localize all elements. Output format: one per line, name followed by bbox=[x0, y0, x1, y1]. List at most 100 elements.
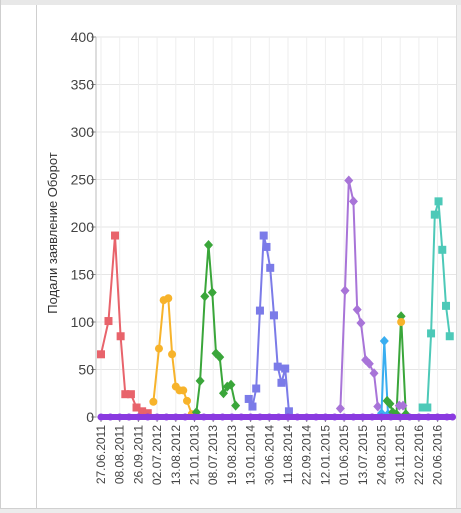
data-point bbox=[293, 413, 301, 421]
data-point bbox=[218, 388, 228, 399]
data-point bbox=[445, 332, 454, 341]
data-point bbox=[195, 375, 205, 386]
window-left-edge bbox=[0, 0, 1, 513]
data-point bbox=[269, 311, 278, 320]
right-edge-scrollbar[interactable] bbox=[456, 5, 461, 508]
y-tick-label: 150 bbox=[71, 267, 95, 283]
data-point bbox=[277, 378, 286, 387]
data-point bbox=[442, 301, 451, 310]
x-tick-label: 22.02.2016 bbox=[412, 425, 426, 485]
data-point bbox=[132, 403, 141, 412]
x-tick-label: 22.09.2014 bbox=[300, 425, 314, 485]
data-point bbox=[153, 413, 161, 421]
data-point bbox=[97, 350, 105, 359]
data-point bbox=[134, 413, 142, 421]
data-point bbox=[369, 368, 379, 379]
data-point bbox=[284, 413, 292, 421]
data-point bbox=[275, 413, 283, 421]
data-point bbox=[340, 285, 350, 296]
data-point bbox=[331, 413, 339, 421]
data-point bbox=[443, 413, 451, 421]
series-12 bbox=[97, 413, 457, 421]
data-point bbox=[281, 364, 290, 373]
data-point bbox=[215, 352, 225, 363]
x-tick-label: 19.08.2013 bbox=[225, 425, 239, 485]
x-tick-label: 12.01.2015 bbox=[318, 425, 332, 485]
data-point bbox=[154, 344, 163, 353]
data-point bbox=[262, 242, 271, 251]
data-point bbox=[265, 413, 273, 421]
axes bbox=[91, 36, 456, 422]
series-10 bbox=[394, 400, 408, 411]
data-point bbox=[398, 400, 408, 411]
data-point bbox=[191, 413, 198, 421]
data-point bbox=[396, 413, 404, 421]
data-point bbox=[373, 401, 383, 412]
series-2 bbox=[149, 294, 196, 419]
data-point bbox=[226, 379, 236, 390]
data-point bbox=[438, 245, 447, 254]
data-point bbox=[138, 407, 147, 416]
data-point bbox=[183, 396, 192, 405]
data-point bbox=[162, 413, 170, 421]
data-point bbox=[200, 413, 208, 421]
data-point bbox=[449, 413, 457, 421]
x-tick-label: 13.08.2012 bbox=[169, 425, 183, 485]
data-point bbox=[247, 413, 255, 421]
x-tick-label: 20.06.2016 bbox=[431, 425, 445, 485]
x-tick-label: 30.06.2014 bbox=[262, 425, 276, 485]
data-point bbox=[344, 175, 354, 186]
data-point bbox=[312, 413, 320, 421]
y-tick-label: 300 bbox=[71, 124, 95, 140]
x-tick-label: 02.07.2012 bbox=[150, 425, 164, 485]
x-tick-labels: 27.06.2011 08.08.2011 26.09.2011 02.07.2012… bbox=[94, 425, 445, 485]
data-point bbox=[144, 413, 152, 421]
data-point bbox=[379, 336, 389, 346]
data-point bbox=[359, 413, 367, 421]
y-tick-label: 400 bbox=[71, 29, 95, 45]
data-point bbox=[228, 413, 236, 421]
data-point bbox=[116, 332, 125, 341]
data-point bbox=[219, 413, 227, 421]
data-point bbox=[387, 413, 395, 421]
y-tick-label: 250 bbox=[71, 172, 95, 188]
window-bottom-edge bbox=[0, 508, 461, 513]
x-tick-label: 21.01.2013 bbox=[188, 425, 202, 485]
data-point bbox=[352, 304, 362, 315]
data-point bbox=[111, 231, 120, 240]
data-point bbox=[179, 386, 188, 395]
series-layer bbox=[97, 175, 457, 421]
y-axis-label: Подали заявление Оборот bbox=[45, 152, 60, 313]
data-point bbox=[397, 318, 406, 326]
data-point bbox=[349, 413, 357, 421]
series-line bbox=[421, 200, 451, 409]
data-point bbox=[255, 306, 264, 315]
data-point bbox=[415, 413, 423, 421]
data-point bbox=[116, 413, 124, 421]
data-point bbox=[237, 413, 245, 421]
data-point bbox=[427, 329, 436, 338]
data-point bbox=[252, 384, 261, 393]
y-tick-label: 100 bbox=[71, 314, 95, 330]
data-point bbox=[348, 196, 358, 207]
x-tick-label: 27.06.2011 bbox=[94, 425, 108, 484]
data-point bbox=[340, 413, 348, 421]
data-point bbox=[385, 398, 395, 409]
data-point bbox=[378, 413, 385, 421]
x-tick-label: 13.07.2015 bbox=[356, 425, 370, 485]
data-point bbox=[256, 413, 264, 421]
series-line bbox=[395, 315, 407, 416]
y-tick-label: 350 bbox=[71, 77, 95, 93]
data-point bbox=[244, 394, 253, 403]
data-point bbox=[181, 413, 189, 421]
data-point bbox=[207, 287, 217, 298]
data-point bbox=[204, 240, 214, 251]
series-3 bbox=[191, 240, 241, 418]
data-point bbox=[209, 413, 217, 421]
data-point bbox=[200, 291, 210, 302]
data-point bbox=[284, 407, 293, 416]
data-point bbox=[303, 413, 311, 421]
y-tick-label: 50 bbox=[78, 362, 94, 378]
series-11 bbox=[418, 197, 454, 412]
data-point bbox=[143, 409, 152, 418]
